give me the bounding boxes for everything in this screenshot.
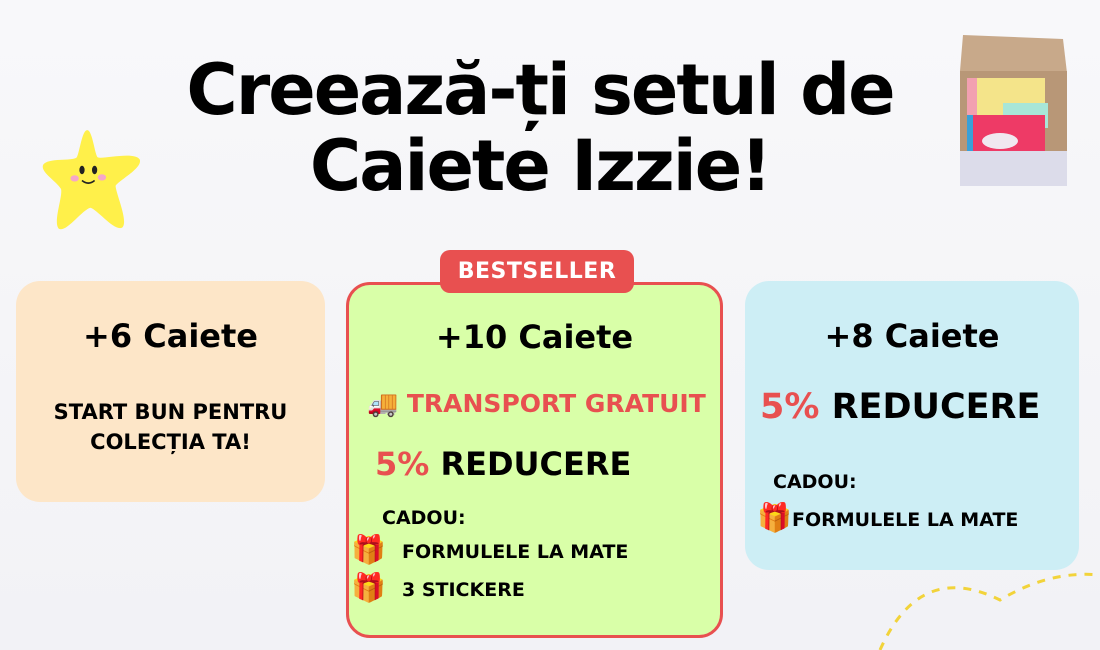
gift-label: CADOU: (773, 471, 857, 493)
discount-label: REDUCERE (831, 387, 1041, 427)
smiling-star-icon (42, 130, 141, 230)
free-shipping-label: TRANSPORT GRATUIT (406, 389, 706, 418)
title-line-1: Creează-ți setul de (186, 49, 895, 131)
card-heading: +8 Caiete (824, 317, 1000, 355)
gift-icon: 🎁 (757, 501, 792, 534)
tagline-line-2: COLECȚIA TA! (90, 430, 251, 454)
discount-label: REDUCERE (440, 445, 632, 483)
gift-label: CADOU: (382, 507, 466, 529)
discount-percent: 5% (375, 445, 430, 483)
gift-item: FORMULELE LA MATE (402, 541, 629, 563)
card-tagline: START BUN PENTRU COLECȚIA TA! (16, 397, 325, 457)
gift-item: 3 STICKERE (402, 579, 525, 601)
discount-percent: 5% (760, 387, 820, 427)
gift-icon: 🎁 (351, 571, 386, 604)
gift-item: FORMULELE LA MATE (792, 509, 1019, 531)
card-heading: +6 Caiete (83, 317, 258, 355)
tagline-line-1: START BUN PENTRU (53, 400, 288, 424)
package-card-10[interactable]: +10 Caiete 🚚 TRANSPORT GRATUIT 5% REDUCE… (346, 282, 723, 638)
gift-icon: 🎁 (351, 533, 386, 566)
page-title: Creează-ți setul de Caiete Izzie! (150, 52, 930, 204)
notebook-box-image (960, 35, 1067, 186)
bestseller-badge: BESTSELLER (440, 250, 634, 293)
dashed-curve-decoration (878, 572, 1100, 650)
card-heading: +10 Caiete (435, 318, 634, 356)
package-card-8[interactable]: +8 Caiete 5% REDUCERE CADOU: 🎁 FORMULELE… (745, 281, 1079, 570)
title-line-2: Caiete Izzie! (309, 125, 772, 207)
package-card-6[interactable]: +6 Caiete START BUN PENTRU COLECȚIA TA! (16, 281, 325, 502)
truck-icon: 🚚 (367, 389, 399, 418)
